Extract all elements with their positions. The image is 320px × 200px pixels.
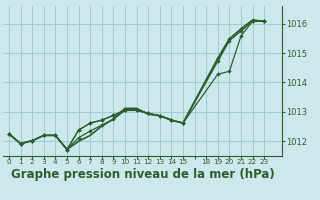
X-axis label: Graphe pression niveau de la mer (hPa): Graphe pression niveau de la mer (hPa)	[11, 168, 274, 181]
